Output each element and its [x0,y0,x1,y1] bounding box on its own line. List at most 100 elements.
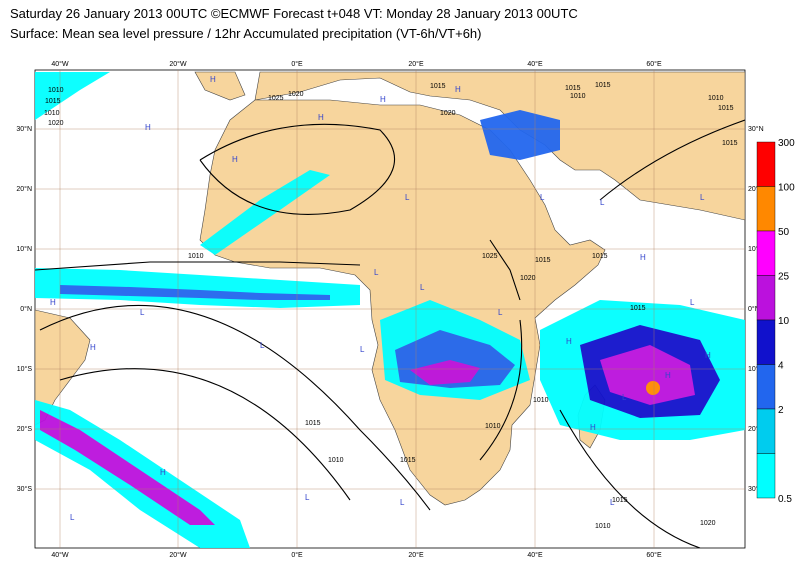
lon-label: 40°W [51,60,69,68]
isobar-label: 1020 [520,275,536,282]
legend-swatch [756,319,776,365]
isobar-label: 1020 [48,120,64,127]
low-pressure-marker: L [374,268,379,277]
high-pressure-marker: H [640,253,646,262]
legend-swatch [756,453,776,499]
isobar-label: 1015 [630,305,646,312]
europe [194,71,246,101]
lat-labels-left: 30°N 20°N 10°N 0°N 10°S 20°S 30°S [16,125,32,493]
legend-label: 100 [778,183,795,194]
isobar-label: 1010 [570,93,586,100]
low-pressure-marker: L [360,345,365,354]
high-pressure-marker: H [210,75,216,84]
isobar [559,409,701,548]
high-pressure-marker: H [50,298,56,307]
isobar-label: 1015 [565,85,581,92]
lat-label: 20°N [16,185,32,193]
isobar [479,319,523,461]
low-pressure-marker: L [498,308,503,317]
lat-label: 20°S [748,425,764,433]
lat-label: 30°S [17,485,33,493]
isobar [59,368,351,501]
precip-central-africa-heavy [410,360,480,385]
lat-label: 10°N [748,245,764,253]
precip-north [35,72,110,120]
lon-label: 0°E [291,551,303,559]
legend-label: 10 [778,316,790,327]
isobar [35,261,361,271]
isobar-label: 1015 [305,420,321,427]
legend-label: 2 [778,405,784,416]
high-pressure-marker: H [665,371,671,380]
lon-label: 0°E [291,60,303,68]
lon-label: 60°E [646,551,662,559]
high-pressure-marker: H [318,113,324,122]
low-pressure-marker: L [540,193,545,202]
lon-labels-bottom: 40°W 20°W 0°E 20°E 40°E 60°E [51,551,662,559]
lon-label: 40°E [527,60,543,68]
isobar-label: 1025 [268,95,284,102]
low-pressure-marker: L [700,193,705,202]
low-pressure-marker: L [622,393,627,402]
isobar [489,239,521,301]
chart-title: Saturday 26 January 2013 00UTC ©ECMWF Fo… [10,6,578,21]
isobar [39,304,431,511]
precip-sahel-streak [200,170,330,255]
lat-labels-right: 30°N 20°N 10°N 0°N 10°S 20°S 30°S [748,125,764,493]
lat-label: 20°N [748,185,764,193]
legend-label: 25 [778,272,790,283]
isobar-label: 1010 [708,95,724,102]
isobar-label: 1015 [400,457,416,464]
lat-label: 10°S [748,365,764,373]
legend-label: 300 [778,138,795,149]
lat-label: 20°S [17,425,33,433]
legend-label: 0.5 [778,494,792,505]
isobars [35,119,745,548]
isobar-label: 1010 [188,253,204,260]
low-pressure-marker: L [140,308,145,317]
lon-label: 60°E [646,60,662,68]
legend-swatch [756,141,776,187]
lon-label: 40°W [51,551,69,559]
legend-swatch [756,408,776,454]
lat-label: 30°S [748,485,764,493]
low-pressure-marker: L [420,283,425,292]
isobar-label: 1010 [595,523,611,530]
precip-layer [35,72,745,548]
lon-label: 20°W [169,551,187,559]
low-pressure-marker: L [610,498,615,507]
isobar-label: 1015 [718,105,734,112]
isobar-label: 1010 [44,110,60,117]
isobar-label: 1010 [328,457,344,464]
lon-labels-top: 40°W 20°W 0°E 20°E 40°E 60°E [51,60,662,68]
precip-legend: 300 100 50 25 10 4 2 0.5 [756,138,795,505]
high-pressure-marker: H [232,155,238,164]
high-pressure-marker: H [705,351,711,360]
legend-swatch [756,230,776,276]
isobar-label: 1010 [533,397,549,404]
lat-label: 30°N [16,125,32,133]
precip-mideast [480,110,560,160]
precip-cyclone-core [646,381,660,395]
precip-sw-atlantic-mid [40,410,215,525]
isobar-label: 1025 [482,253,498,260]
high-pressure-marker: H [90,343,96,352]
lat-label: 0°N [748,305,760,313]
legend-swatch [756,364,776,410]
high-pressure-marker: H [380,95,386,104]
isobar-label: 1015 [430,83,446,90]
lat-label: 10°S [17,365,33,373]
high-pressure-marker: H [455,85,461,94]
lat-label: 0°N [20,305,32,313]
isobar-label: 1015 [722,140,738,147]
lat-label: 10°N [16,245,32,253]
lon-label: 20°E [408,60,424,68]
low-pressure-marker: L [600,198,605,207]
isobar-label: 1010 [48,87,64,94]
isobar-label: 1020 [700,520,716,527]
low-pressure-marker: L [400,498,405,507]
isobar-label: 1020 [440,110,456,117]
lon-label: 40°E [527,551,543,559]
low-pressure-marker: L [260,341,265,350]
